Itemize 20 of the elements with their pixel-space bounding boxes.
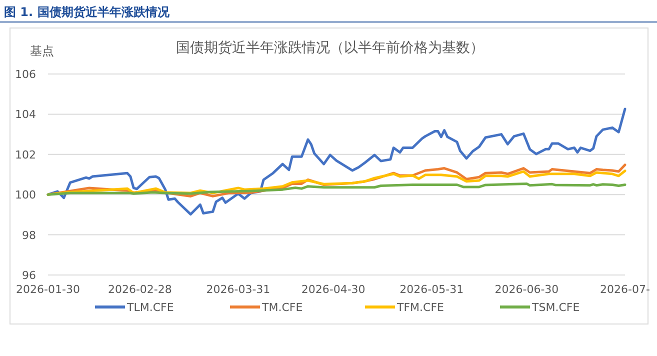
x-tick-label: 2026-02-28 [108, 283, 172, 296]
x-tick-label: 2026-05-31 [400, 283, 464, 296]
annotation: 图 1. 国债期货近半年涨跌情况 [4, 5, 170, 19]
x-tick-label: 2026-01-30 [16, 283, 80, 296]
x-tick-label: 2026-06-30 [494, 283, 559, 296]
y-tick-label: 106 [15, 68, 36, 81]
y-tick-label: 96 [22, 269, 36, 282]
y-tick-label: 98 [22, 228, 36, 242]
chart-title: 国债期货近半年涨跌情况（以半年前价格为基数） [176, 40, 484, 56]
y-tick-label: 100 [15, 188, 36, 202]
x-tick-label: 2026-04-30 [301, 283, 366, 296]
y-tick-label: 104 [15, 108, 36, 122]
legend-label: TM.CFE [261, 301, 303, 314]
x-tick-label: 2026-07- [600, 283, 650, 296]
y-tick-label: 102 [15, 148, 36, 162]
y-axis-title: 基点 [30, 44, 54, 58]
legend-label: TFM.CFE [396, 301, 444, 314]
legend-label: TLM.CFE [126, 301, 174, 314]
x-tick-label: 2026-03-31 [206, 283, 270, 296]
legend-label: TSM.CFE [531, 301, 580, 314]
